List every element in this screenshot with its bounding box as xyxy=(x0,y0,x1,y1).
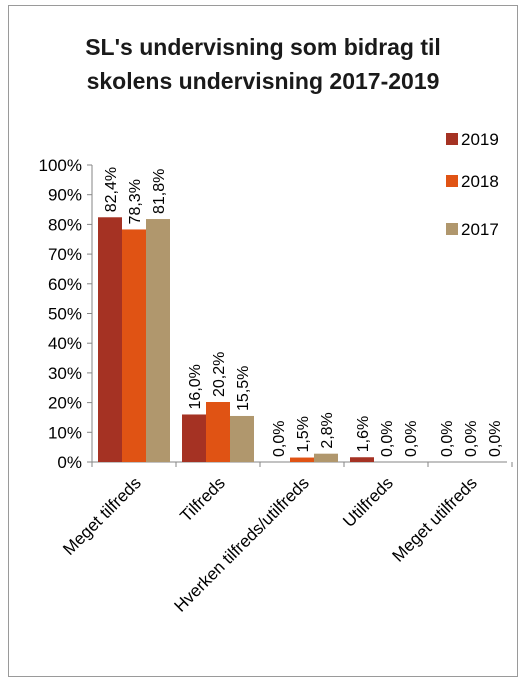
data-label-2018: 0,0% xyxy=(379,421,396,457)
y-tick-label: 100% xyxy=(39,156,82,175)
bar-2018 xyxy=(206,402,230,462)
y-tick-label: 60% xyxy=(48,275,82,294)
bar-2017 xyxy=(314,453,338,462)
legend-swatch-2019 xyxy=(446,133,458,145)
y-tick-label: 40% xyxy=(48,334,82,353)
data-label-2018: 78,3% xyxy=(127,179,144,224)
bar-2017 xyxy=(146,219,170,462)
bar-2019 xyxy=(350,457,374,462)
data-label-2019: 0,0% xyxy=(439,421,456,457)
category-label: Utilfreds xyxy=(339,473,397,531)
legend-label-2019: 2019 xyxy=(461,130,499,149)
category-label: Meget utilfreds xyxy=(389,473,481,565)
bar-2018 xyxy=(122,229,146,462)
category-label: Hverken tilfreds/utilfreds xyxy=(170,473,312,615)
bar-2019 xyxy=(98,217,122,462)
data-label-2018: 1,5% xyxy=(295,416,312,452)
bar-2017 xyxy=(230,415,254,462)
data-label-2017: 81,8% xyxy=(151,169,168,214)
y-tick-label: 30% xyxy=(48,364,82,383)
legend-swatch-2018 xyxy=(446,175,458,187)
category-label: Meget tilfreds xyxy=(59,473,145,559)
y-tick-label: 90% xyxy=(48,186,82,205)
chart-title-line-1: SL's undervisning som bidrag til xyxy=(85,34,441,60)
chart-title: SL's undervisning som bidrag til skolens… xyxy=(0,30,526,98)
data-label-2017: 0,0% xyxy=(487,421,504,457)
y-tick-label: 70% xyxy=(48,245,82,264)
y-tick-label: 20% xyxy=(48,394,82,413)
data-label-2018: 20,2% xyxy=(211,352,228,397)
data-label-2019: 1,6% xyxy=(355,416,372,452)
chart-frame xyxy=(8,5,518,677)
y-tick-label: 10% xyxy=(48,423,82,442)
chart-title-line-2: skolens undervisning 2017-2019 xyxy=(86,68,440,94)
legend-swatch-2017 xyxy=(446,223,458,235)
data-label-2019: 16,0% xyxy=(187,364,204,409)
data-label-2019: 0,0% xyxy=(271,421,288,457)
y-tick-label: 80% xyxy=(48,215,82,234)
bar-2019 xyxy=(182,414,206,462)
legend-label-2017: 2017 xyxy=(461,220,499,239)
data-label-2017: 15,5% xyxy=(235,366,252,411)
category-label: Tilfreds xyxy=(176,473,228,525)
bar-2018 xyxy=(290,457,314,462)
y-tick-label: 50% xyxy=(48,305,82,324)
data-label-2019: 82,4% xyxy=(103,167,120,212)
legend-label-2018: 2018 xyxy=(461,172,499,191)
data-label-2017: 0,0% xyxy=(403,421,420,457)
y-tick-label: 0% xyxy=(57,453,82,472)
data-label-2018: 0,0% xyxy=(463,421,480,457)
data-label-2017: 2,8% xyxy=(319,412,336,448)
